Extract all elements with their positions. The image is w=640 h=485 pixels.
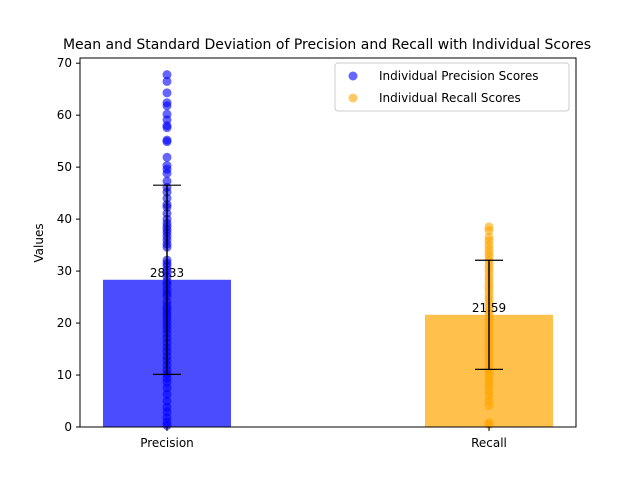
scatter-point-precision	[162, 420, 172, 430]
scatter-point-precision	[162, 152, 172, 162]
scatter-point-precision	[162, 101, 172, 111]
legend-label-precision: Individual Precision Scores	[379, 69, 538, 83]
scatter-point-precision	[162, 176, 172, 186]
chart-title: Mean and Standard Deviation of Precision…	[63, 37, 591, 53]
x-tick-label: Recall	[471, 436, 507, 450]
y-axis-label: Values	[32, 223, 46, 262]
legend-marker-precision	[348, 71, 358, 81]
y-tick-label: 30	[57, 264, 72, 278]
legend: Individual Precision Scores Individual R…	[334, 62, 570, 112]
y-tick-label: 10	[57, 368, 72, 382]
x-tick-label: Precision	[140, 436, 194, 450]
scatter-point-precision	[162, 396, 172, 406]
y-tick-label: 70	[57, 56, 72, 70]
scatter-point-precision	[162, 383, 172, 393]
plot-area: 28.33 21.59 0 10 20 30 40 50 60 70 Precision Recall	[57, 56, 577, 450]
value-label-recall: 21.59	[472, 301, 506, 315]
scatter-point-precision	[162, 76, 172, 86]
y-tick-label: 60	[57, 108, 72, 122]
axes-frame	[79, 57, 577, 428]
scatter-point-recall	[484, 226, 494, 236]
scatter-point-recall	[484, 401, 494, 411]
scatter-point-precision	[162, 389, 172, 399]
legend-marker-recall	[348, 93, 358, 103]
scatter-point-precision	[162, 123, 172, 133]
value-label-precision: 28.33	[150, 266, 184, 280]
legend-frame	[334, 62, 570, 112]
y-tick-label: 40	[57, 212, 72, 226]
scatter-point-precision	[162, 88, 172, 98]
y-tick-label: 20	[57, 316, 72, 330]
y-tick-label: 0	[64, 420, 72, 434]
legend-label-recall: Individual Recall Scores	[379, 91, 521, 105]
scatter-point-precision	[162, 70, 172, 80]
scatter-point-precision	[162, 137, 172, 147]
scatter-point-precision	[162, 168, 172, 178]
y-tick-label: 50	[57, 160, 72, 174]
